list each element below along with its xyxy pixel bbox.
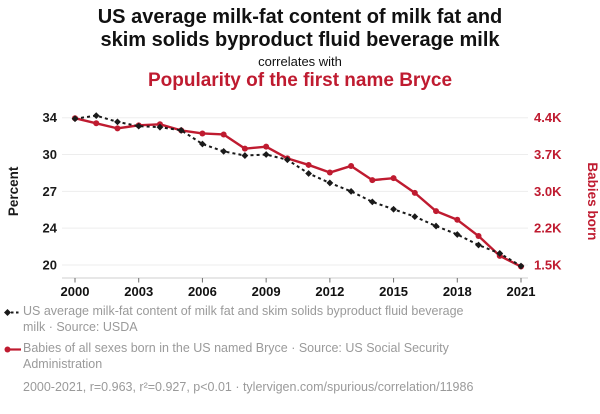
bryce-point	[263, 143, 270, 150]
right-axis-tick: 3.7K	[534, 147, 562, 162]
bryce-point	[199, 130, 206, 137]
x-axis-tick: 2000	[61, 284, 90, 299]
left-axis-title: Percent	[6, 166, 21, 216]
right-axis-tick: 1.5K	[534, 258, 562, 273]
bryce-line	[74, 117, 522, 268]
chart-title: US average milk-fat content of milk fat …	[97, 6, 503, 51]
x-axis-tick: 2012	[315, 284, 344, 299]
bryce-point	[390, 175, 397, 182]
bryce-point	[433, 208, 440, 215]
dashed-diamond-legend-icon	[4, 309, 21, 316]
left-axis-tick: 27	[43, 184, 57, 199]
bryce-point	[475, 233, 482, 240]
left-axis-tick: 24	[43, 221, 58, 236]
correlates-with-text: correlates with	[258, 54, 342, 69]
left-axis-tick: 20	[43, 258, 57, 273]
legend-label-milk-fat: US average milk-fat content of milk fat …	[23, 304, 464, 334]
bryce-point	[326, 169, 333, 176]
line-chart-plot: 34 4.4K 30 3.7K 27 3.0K 24 2.2K 20 1.5K 2000 2003 20…	[6, 110, 600, 299]
bryce-point	[411, 189, 418, 196]
legend-label-bryce: Babies of all sexes born in the US named…	[23, 341, 449, 371]
bryce-point	[93, 120, 100, 127]
legend-item-milk-fat: US average milk-fat content of milk fat …	[4, 304, 582, 335]
right-axis-title: Babies born	[585, 162, 600, 240]
chart-subtitle: Popularity of the first name Bryce	[147, 70, 453, 91]
solid-dot-legend-icon	[4, 346, 21, 353]
bryce-point	[114, 125, 121, 132]
x-axis-tick: 2009	[252, 284, 281, 299]
right-axis-tick: 3.0K	[534, 184, 562, 199]
x-axis-tick: 2006	[188, 284, 217, 299]
milk-fat-points	[71, 112, 525, 270]
left-axis-tick: 34	[43, 110, 58, 125]
bryce-point	[454, 216, 461, 223]
x-axis-tick: 2015	[379, 284, 408, 299]
stats-and-source-url: 2000-2021, r=0.963, r²=0.927, p<0.01 · t…	[23, 380, 474, 394]
right-axis-tick: 4.4K	[534, 110, 562, 125]
x-axis-tick: 2003	[124, 284, 153, 299]
x-axis-tick: 2021	[507, 284, 536, 299]
bryce-point	[305, 161, 312, 168]
bryce-point	[348, 162, 355, 169]
right-axis-tick: 2.2K	[534, 221, 562, 236]
left-axis-tick: 30	[43, 147, 57, 162]
bryce-point	[241, 145, 248, 152]
bryce-point	[369, 177, 376, 184]
milk-fat-line	[74, 114, 522, 267]
legend-item-bryce: Babies of all sexes born in the US named…	[4, 341, 582, 372]
bryce-point	[220, 131, 227, 138]
x-axis-tick: 2018	[443, 284, 472, 299]
